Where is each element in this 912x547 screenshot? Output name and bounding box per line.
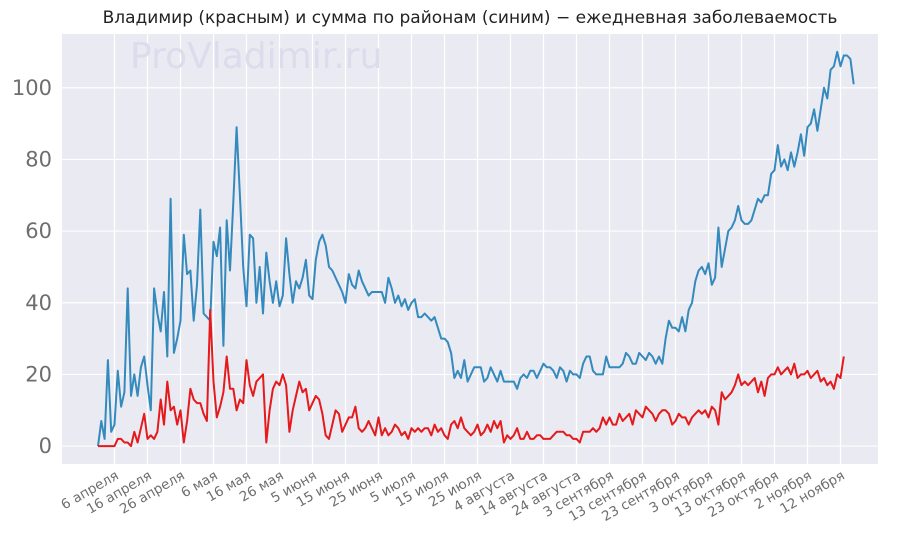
series-layer <box>97 50 855 448</box>
series-line-districts-sum <box>97 50 855 447</box>
y-tick-label: 40 <box>25 291 52 315</box>
series-line-vladimir <box>98 308 845 448</box>
watermark: ProVladimir.ru <box>130 36 382 77</box>
y-tick-label: 20 <box>25 362 52 386</box>
y-tick-labels: 0 20 40 60 80 100 <box>12 76 52 458</box>
y-tick-label: 0 <box>39 434 52 458</box>
y-tick-label: 60 <box>25 219 52 243</box>
chart-title: Владимир (красным) и сумма по районам (с… <box>103 8 838 28</box>
y-tick-label: 100 <box>12 76 52 100</box>
y-tick-label: 80 <box>25 147 52 171</box>
